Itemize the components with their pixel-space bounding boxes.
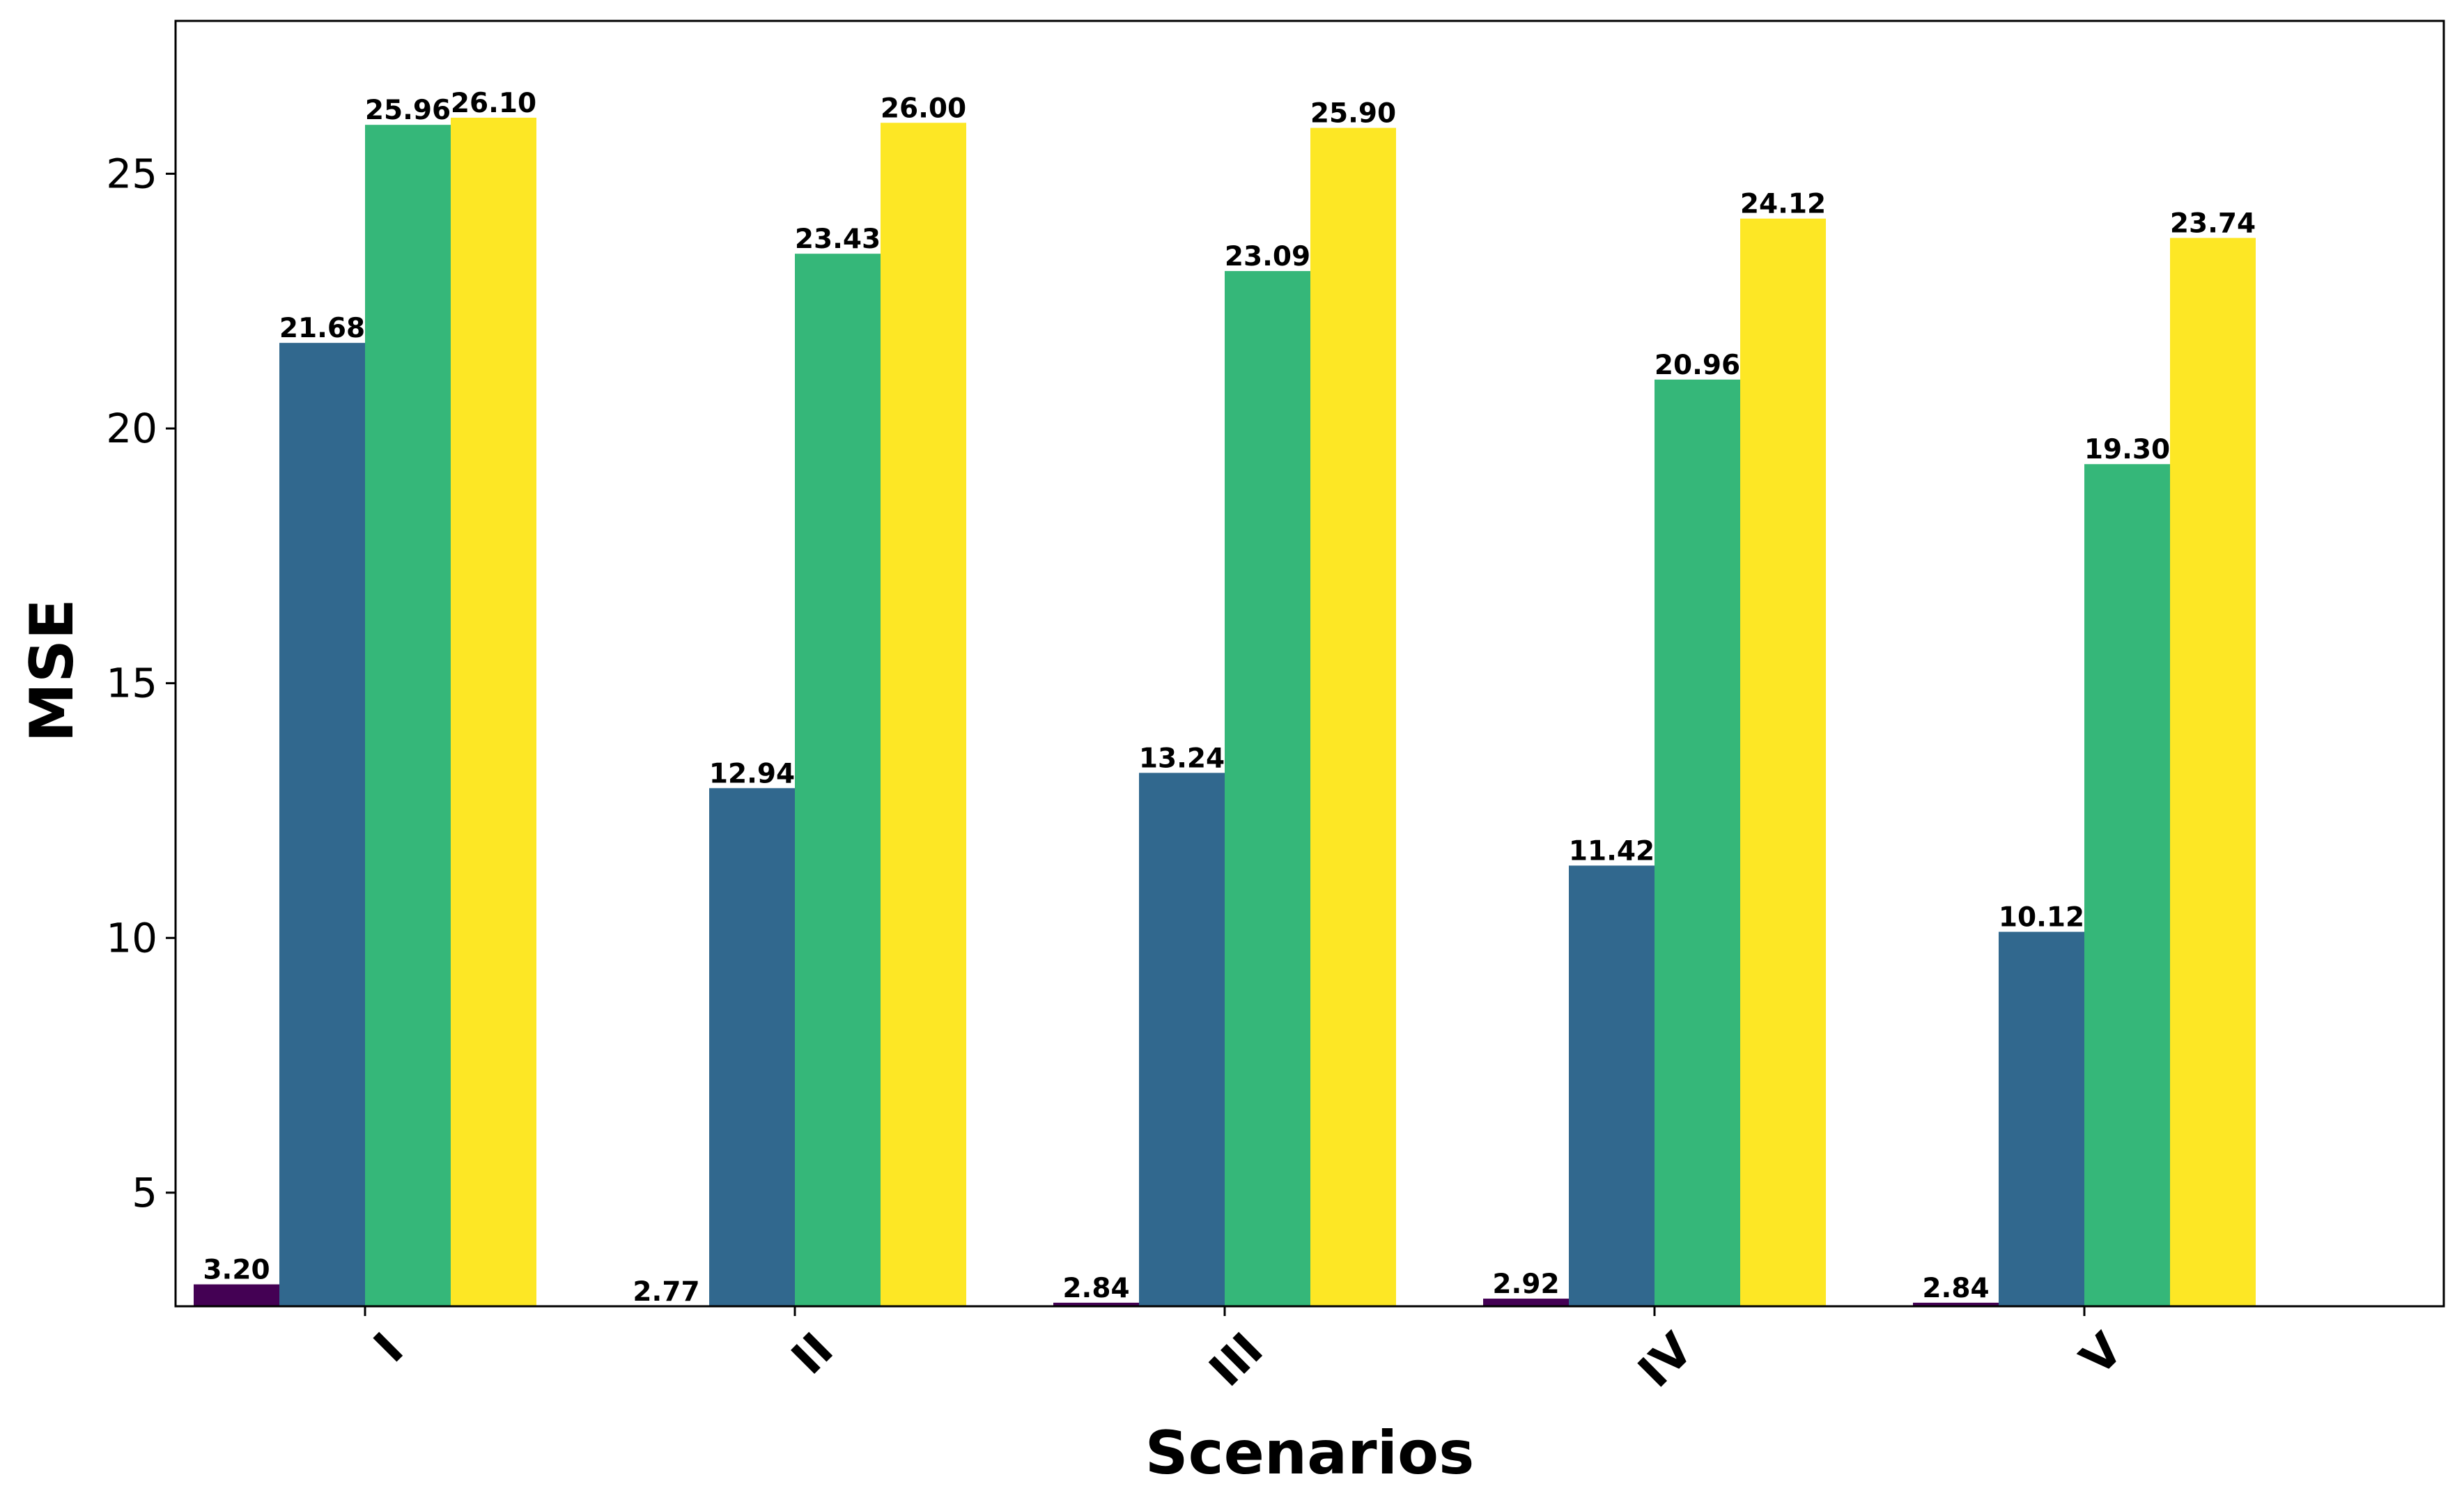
bar-value-label: 11.42	[1569, 835, 1655, 867]
bar-value-label: 23.74	[2170, 208, 2256, 240]
bar	[1999, 931, 2084, 1306]
x-category-label: III	[1199, 1322, 1273, 1397]
bar-value-label: 26.00	[881, 93, 966, 124]
y-tick-label: 25	[106, 150, 157, 197]
bar-value-label: 26.10	[451, 88, 536, 119]
bar	[279, 343, 365, 1307]
y-axis-title: MSE	[17, 598, 87, 742]
x-category-label: V	[2070, 1322, 2133, 1386]
bar	[1310, 127, 1396, 1307]
bar	[795, 254, 881, 1307]
bar-value-label: 25.90	[1310, 98, 1396, 130]
x-category-label: I	[364, 1322, 414, 1372]
bar-value-label: 13.24	[1139, 743, 1225, 774]
bar-value-label: 21.68	[279, 313, 365, 344]
value-labels-layer: 3.20 2.77 2.84 2.92 2.84 21.68 12.94 13.24 11.42…	[203, 88, 2256, 1308]
bar-value-label: 2.77	[633, 1276, 699, 1308]
bar-value-label: 23.09	[1225, 241, 1310, 272]
bar-value-label: 2.84	[1062, 1273, 1129, 1304]
bar-value-label: 20.96	[1655, 350, 1740, 381]
bar-value-label: 24.12	[1740, 189, 1826, 220]
bar	[365, 125, 451, 1306]
x-axis: I II III IV V	[364, 1306, 2133, 1398]
bar	[709, 788, 795, 1306]
bar	[451, 117, 536, 1306]
bar-value-label: 19.30	[2084, 434, 2170, 465]
bar	[2084, 464, 2170, 1306]
y-tick-label: 15	[106, 660, 157, 707]
y-tick-label: 20	[106, 405, 157, 452]
bar	[2170, 238, 2256, 1307]
bar	[1655, 379, 1740, 1306]
bar	[194, 1284, 279, 1306]
plot-frame	[174, 20, 2445, 1308]
bar-value-label: 25.96	[365, 95, 451, 126]
y-tick-label: 5	[132, 1169, 157, 1216]
y-axis: 5 10 15 20 25	[106, 150, 176, 1216]
bar-value-label: 12.94	[709, 758, 795, 789]
x-category-label: II	[782, 1322, 844, 1384]
bar-value-label: 3.20	[203, 1255, 270, 1286]
bar	[1483, 1299, 1569, 1306]
x-axis-title: Scenarios	[1145, 1418, 1475, 1488]
y-tick-label: 10	[106, 914, 157, 961]
bar	[1740, 218, 1826, 1306]
bar	[1569, 865, 1655, 1306]
bar	[1913, 1302, 1999, 1306]
x-category-label: IV	[1628, 1322, 1703, 1398]
bar	[881, 123, 966, 1307]
bar-value-label: 2.92	[1492, 1269, 1559, 1300]
bar	[1139, 773, 1225, 1306]
bar-value-label: 10.12	[1999, 902, 2084, 934]
bar-value-label: 2.84	[1922, 1273, 1989, 1304]
bar	[1225, 271, 1310, 1306]
bar-value-label: 23.43	[795, 224, 881, 255]
bars-layer	[194, 117, 2256, 1307]
bar	[1053, 1302, 1139, 1306]
